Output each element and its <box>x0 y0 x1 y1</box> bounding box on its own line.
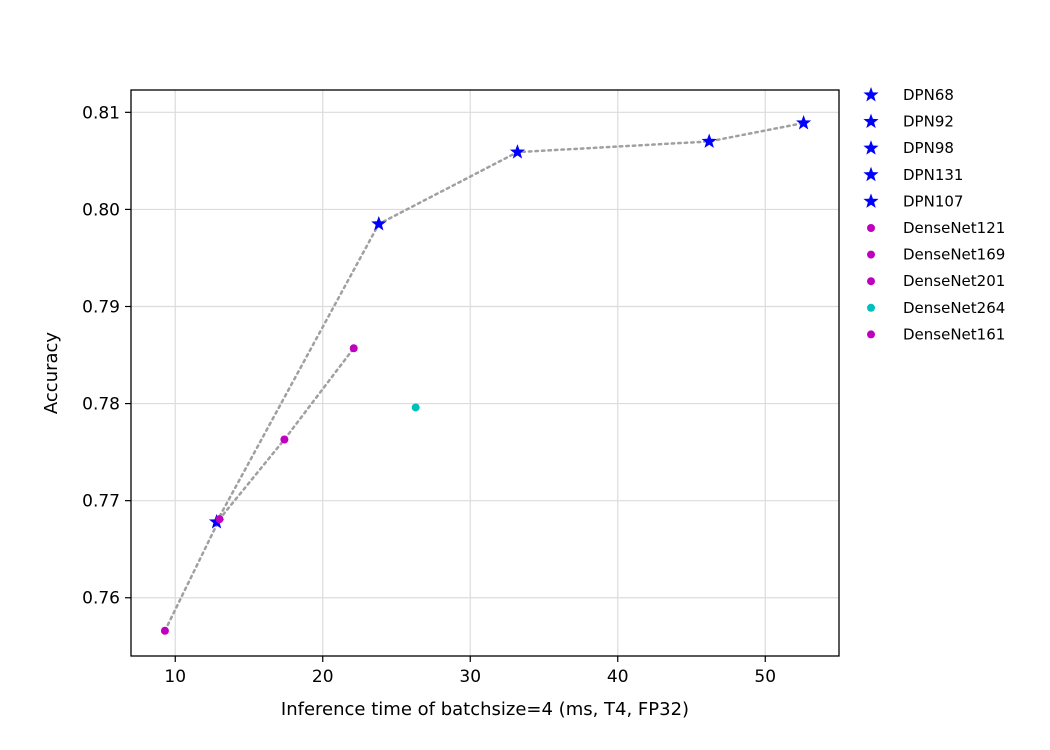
x-tick-label: 50 <box>754 667 776 687</box>
legend-marker-dpn131 <box>863 166 879 182</box>
legend-marker-dpn92 <box>863 113 879 129</box>
connecting-line <box>163 346 355 633</box>
legend: DPN68 DPN92 DPN98 DPN131 DPN107 DenseNet121 De… <box>863 86 1005 343</box>
legend-marker-densenet169 <box>867 250 875 259</box>
point-densenet264 <box>411 403 420 412</box>
y-tick-label: 0.81 <box>82 103 120 123</box>
legend-label-densenet264: DenseNet264 <box>903 299 1005 317</box>
connecting-line <box>215 121 805 524</box>
legend-marker-densenet264 <box>867 303 875 312</box>
x-tick-label: 10 <box>164 667 186 687</box>
point-densenet161 <box>349 344 358 353</box>
legend-marker-densenet161 <box>867 330 875 339</box>
y-axis-label: Accuracy <box>41 332 62 415</box>
legend-marker-densenet121 <box>867 224 875 232</box>
legend-label-dpn92: DPN92 <box>903 113 954 131</box>
legend-label-dpn107: DPN107 <box>903 192 963 210</box>
grid <box>131 90 839 656</box>
y-tick-label: 0.80 <box>82 200 120 220</box>
legend-label-dpn68: DPN68 <box>903 86 954 104</box>
y-tick-label: 0.78 <box>82 395 120 415</box>
connecting-lines <box>163 121 805 633</box>
legend-marker-dpn107 <box>863 193 879 208</box>
data-points <box>160 115 812 635</box>
y-tick-label: 0.79 <box>82 297 120 317</box>
x-tick-label: 20 <box>312 667 334 687</box>
point-densenet201 <box>280 435 289 444</box>
point-dpn107 <box>795 115 812 130</box>
y-tick-label: 0.76 <box>82 589 120 609</box>
legend-marker-densenet201 <box>867 277 875 286</box>
axis-ticks: 10 20 30 40 50 0.76 0.77 0.78 0.79 0.80 0.81 <box>82 103 776 687</box>
point-densenet121 <box>160 626 169 635</box>
legend-label-dpn98: DPN98 <box>903 139 954 157</box>
legend-label-densenet161: DenseNet161 <box>903 325 1005 343</box>
x-axis-label: Inference time of batchsize=4 (ms, T4, F… <box>281 699 689 720</box>
plot-frame <box>130 89 840 657</box>
point-densenet169 <box>215 515 224 524</box>
legend-marker-dpn98 <box>863 140 879 155</box>
legend-label-dpn131: DPN131 <box>903 166 963 184</box>
point-dpn98 <box>509 144 526 159</box>
legend-label-densenet169: DenseNet169 <box>903 246 1005 264</box>
y-tick-label: 0.77 <box>82 492 120 512</box>
legend-label-densenet201: DenseNet201 <box>903 272 1005 290</box>
legend-label-densenet121: DenseNet121 <box>903 219 1005 237</box>
legend-marker-dpn68 <box>863 87 879 102</box>
point-dpn92 <box>371 215 387 231</box>
x-tick-label: 40 <box>607 667 629 687</box>
x-tick-label: 30 <box>459 667 481 687</box>
point-dpn131 <box>701 133 717 148</box>
